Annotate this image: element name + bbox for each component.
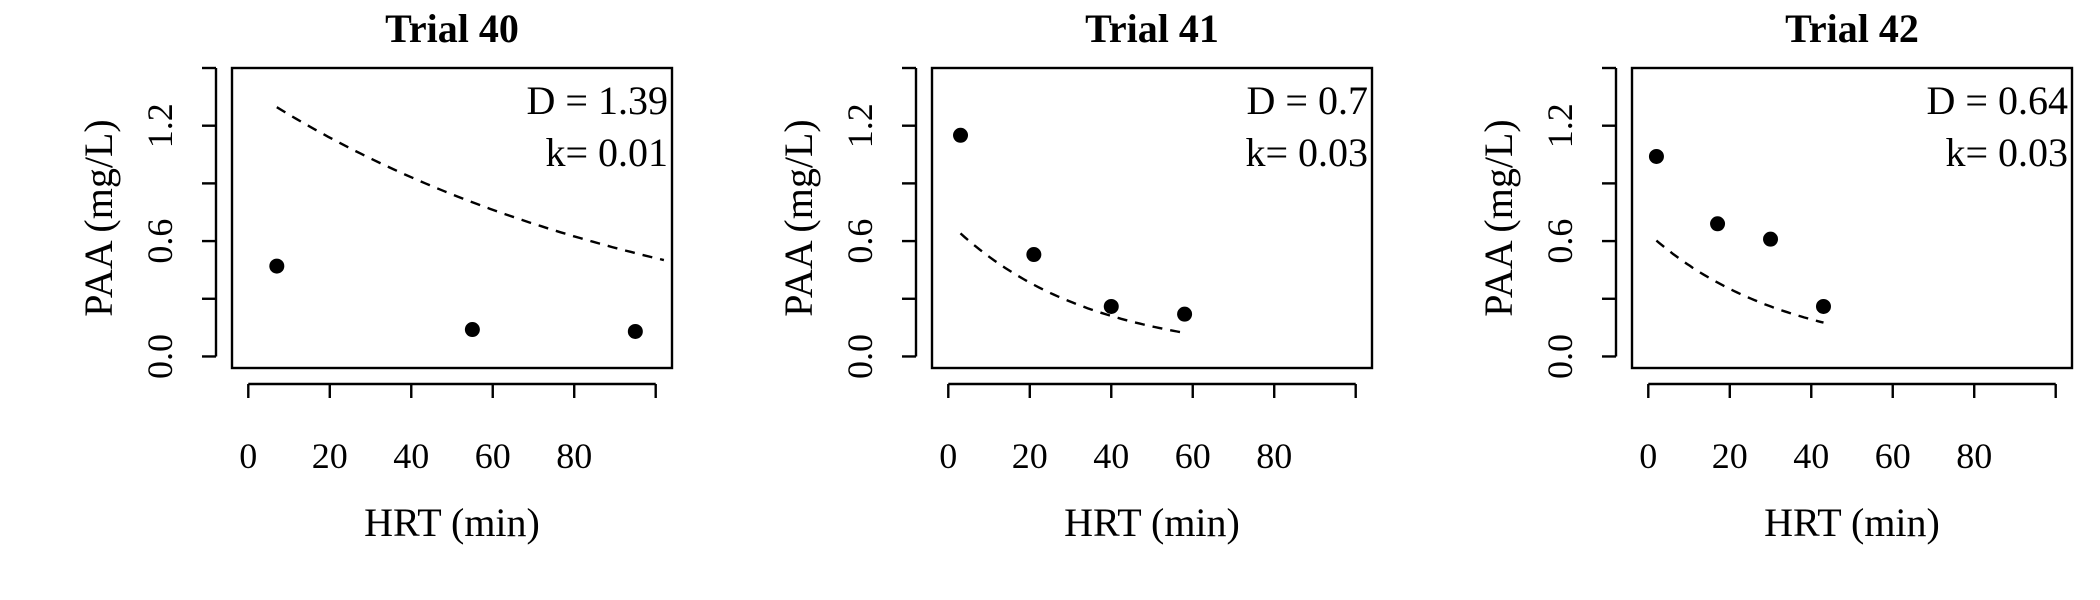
- x-tick-label: 60: [1175, 436, 1211, 476]
- x-tick-label: 20: [1712, 436, 1748, 476]
- data-point: [1763, 231, 1779, 247]
- y-tick-label: 0.0: [140, 334, 180, 379]
- fit-curve: [1655, 239, 1824, 324]
- y-axis-label: PAA (mg/L): [76, 119, 121, 316]
- x-tick-label: 40: [393, 436, 429, 476]
- annotation-k: k= 0.03: [1945, 130, 2068, 175]
- y-tick-label: 0.0: [1540, 334, 1580, 379]
- x-tick-label: 20: [1012, 436, 1048, 476]
- annotation-d: D = 0.64: [1927, 78, 2068, 123]
- data-point: [269, 258, 285, 274]
- data-point: [464, 322, 480, 338]
- y-tick-label: 1.2: [140, 103, 180, 148]
- x-tick-label: 80: [1256, 436, 1292, 476]
- chart-title: Trial 41: [1085, 6, 1219, 51]
- y-tick-label: 0.6: [140, 219, 180, 264]
- x-axis-label: HRT (min): [1064, 500, 1240, 545]
- x-axis-label: HRT (min): [1764, 500, 1940, 545]
- y-axis-label: PAA (mg/L): [776, 119, 821, 316]
- y-tick-label: 1.2: [1540, 103, 1580, 148]
- chart-panel-trial-42: Trial 42 0 20 40 60 80 HRT (min) 0.0 0.6 1.2 PAA (…: [1476, 6, 2074, 545]
- fit-curve: [959, 232, 1185, 334]
- data-point: [1648, 148, 1664, 164]
- chart-panel-trial-41: Trial 41 0 20 40 60 80 HRT (min) 0.0 0.6 1.2 PAA (…: [776, 6, 1374, 545]
- x-tick-label: 80: [556, 436, 592, 476]
- y-axis-label: PAA (mg/L): [1476, 119, 1521, 316]
- chart-panel-trial-40: Trial 40 0 20 40 60 80 HRT (min) 0.0 0.6 1.2 PAA (…: [76, 6, 674, 545]
- y-tick-label: 1.2: [840, 103, 880, 148]
- data-point: [1103, 298, 1119, 314]
- data-point: [1026, 247, 1042, 263]
- annotation-k: k= 0.03: [1245, 130, 1368, 175]
- x-tick-label: 60: [1875, 436, 1911, 476]
- annotation-d: D = 1.39: [527, 78, 668, 123]
- x-tick-label: 40: [1093, 436, 1129, 476]
- x-tick-label: 20: [312, 436, 348, 476]
- x-tick-label: 0: [1639, 436, 1657, 476]
- y-tick-label: 0.6: [1540, 219, 1580, 264]
- x-tick-label: 40: [1793, 436, 1829, 476]
- x-tick-label: 0: [939, 436, 957, 476]
- plot-frame: [1630, 66, 2074, 370]
- fit-curve: [276, 106, 665, 262]
- x-tick-label: 60: [475, 436, 511, 476]
- annotation-k: k= 0.01: [545, 130, 668, 175]
- plot-frame: [930, 66, 1374, 370]
- chart-title: Trial 42: [1785, 6, 1919, 51]
- chart-title: Trial 40: [385, 6, 519, 51]
- y-tick-label: 0.6: [840, 219, 880, 264]
- data-point: [1710, 216, 1726, 232]
- data-point: [1177, 306, 1193, 322]
- x-tick-label: 80: [1956, 436, 1992, 476]
- annotation-d: D = 0.7: [1247, 78, 1368, 123]
- plot-frame: [230, 66, 674, 370]
- data-point: [627, 323, 643, 339]
- data-point: [1815, 298, 1831, 314]
- x-axis-label: HRT (min): [364, 500, 540, 545]
- x-tick-label: 0: [239, 436, 257, 476]
- y-tick-label: 0.0: [840, 334, 880, 379]
- data-point: [953, 127, 969, 143]
